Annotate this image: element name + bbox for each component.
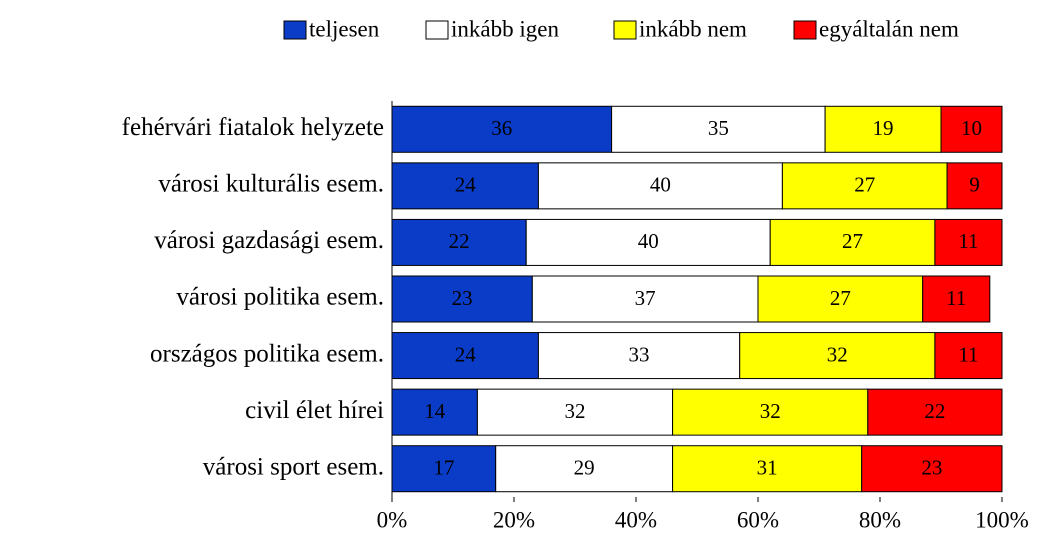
data-label: 22 (449, 229, 470, 253)
data-label: 11 (958, 229, 978, 253)
x-tick-label: 80% (859, 507, 901, 532)
data-label: 9 (969, 173, 980, 197)
bar-segment (739, 332, 936, 380)
bar-segment (391, 388, 478, 436)
bar-segment (672, 445, 863, 493)
bar-segment (525, 218, 771, 266)
bar-segment (391, 105, 613, 153)
legend-swatch (425, 20, 449, 40)
bar-segment (537, 162, 783, 210)
data-label: 32 (760, 399, 781, 423)
bar-segment (824, 105, 942, 153)
bar-segment (946, 162, 1003, 210)
data-label: 24 (455, 173, 477, 197)
y-tick-label: fehérvári fiatalok helyzete (122, 114, 384, 141)
data-label: 33 (629, 342, 650, 366)
y-tick-label: civil élet hírei (245, 397, 384, 424)
x-tick-label: 60% (737, 507, 779, 532)
bar-segment (531, 275, 759, 323)
data-label: 22 (924, 399, 945, 423)
data-label: 40 (638, 229, 659, 253)
data-label: 17 (433, 456, 454, 480)
bar-segment (861, 445, 1003, 493)
y-tick-label: városi kulturális esem. (158, 171, 384, 198)
bar-segment (934, 218, 1003, 266)
data-label: 24 (455, 342, 477, 366)
bar-segment (537, 332, 741, 380)
legend-label: teljesen (309, 16, 380, 41)
bar-segment (672, 388, 869, 436)
x-tick-label: 0% (377, 507, 408, 532)
data-label: 32 (565, 399, 586, 423)
bar-segment (476, 388, 674, 436)
data-label: 27 (854, 173, 875, 197)
legend-label: inkább igen (451, 16, 559, 41)
bar-segment (391, 445, 497, 493)
data-label: 23 (921, 456, 942, 480)
legend-swatch (793, 20, 817, 40)
data-label: 14 (424, 399, 446, 423)
data-label: 35 (708, 116, 729, 140)
y-tick-label: városi politika esem. (176, 284, 384, 311)
data-label: 29 (574, 456, 595, 480)
bar-segment (781, 162, 948, 210)
y-tick-label: országos politika esem. (150, 340, 384, 367)
x-tick-label: 100% (975, 507, 1029, 532)
bar-segment (934, 332, 1003, 380)
data-label: 23 (452, 286, 473, 310)
data-label: 10 (961, 116, 982, 140)
data-label: 19 (873, 116, 894, 140)
y-tick-label: városi gazdasági esem. (154, 227, 384, 254)
data-label: 27 (830, 286, 851, 310)
legend-label: egyáltalán nem (819, 16, 959, 41)
data-label: 11 (958, 342, 978, 366)
bar-segment (867, 388, 1003, 436)
bar-segment (922, 275, 991, 323)
x-tick-label: 20% (493, 507, 535, 532)
data-label: 27 (842, 229, 863, 253)
bar-segment (391, 275, 533, 323)
bar-segment (391, 162, 539, 210)
legend-label: inkább nem (639, 16, 747, 41)
legend-swatch (613, 20, 637, 40)
legend-swatch (283, 20, 307, 40)
y-tick-label: városi sport esem. (203, 453, 384, 480)
data-label: 36 (491, 116, 512, 140)
data-label: 32 (827, 342, 848, 366)
data-label: 31 (757, 456, 778, 480)
x-tick-label: 40% (615, 507, 657, 532)
bar-segment (940, 105, 1003, 153)
data-label: 37 (635, 286, 656, 310)
data-label: 40 (650, 173, 671, 197)
bar-segment (611, 105, 826, 153)
data-label: 11 (946, 286, 966, 310)
